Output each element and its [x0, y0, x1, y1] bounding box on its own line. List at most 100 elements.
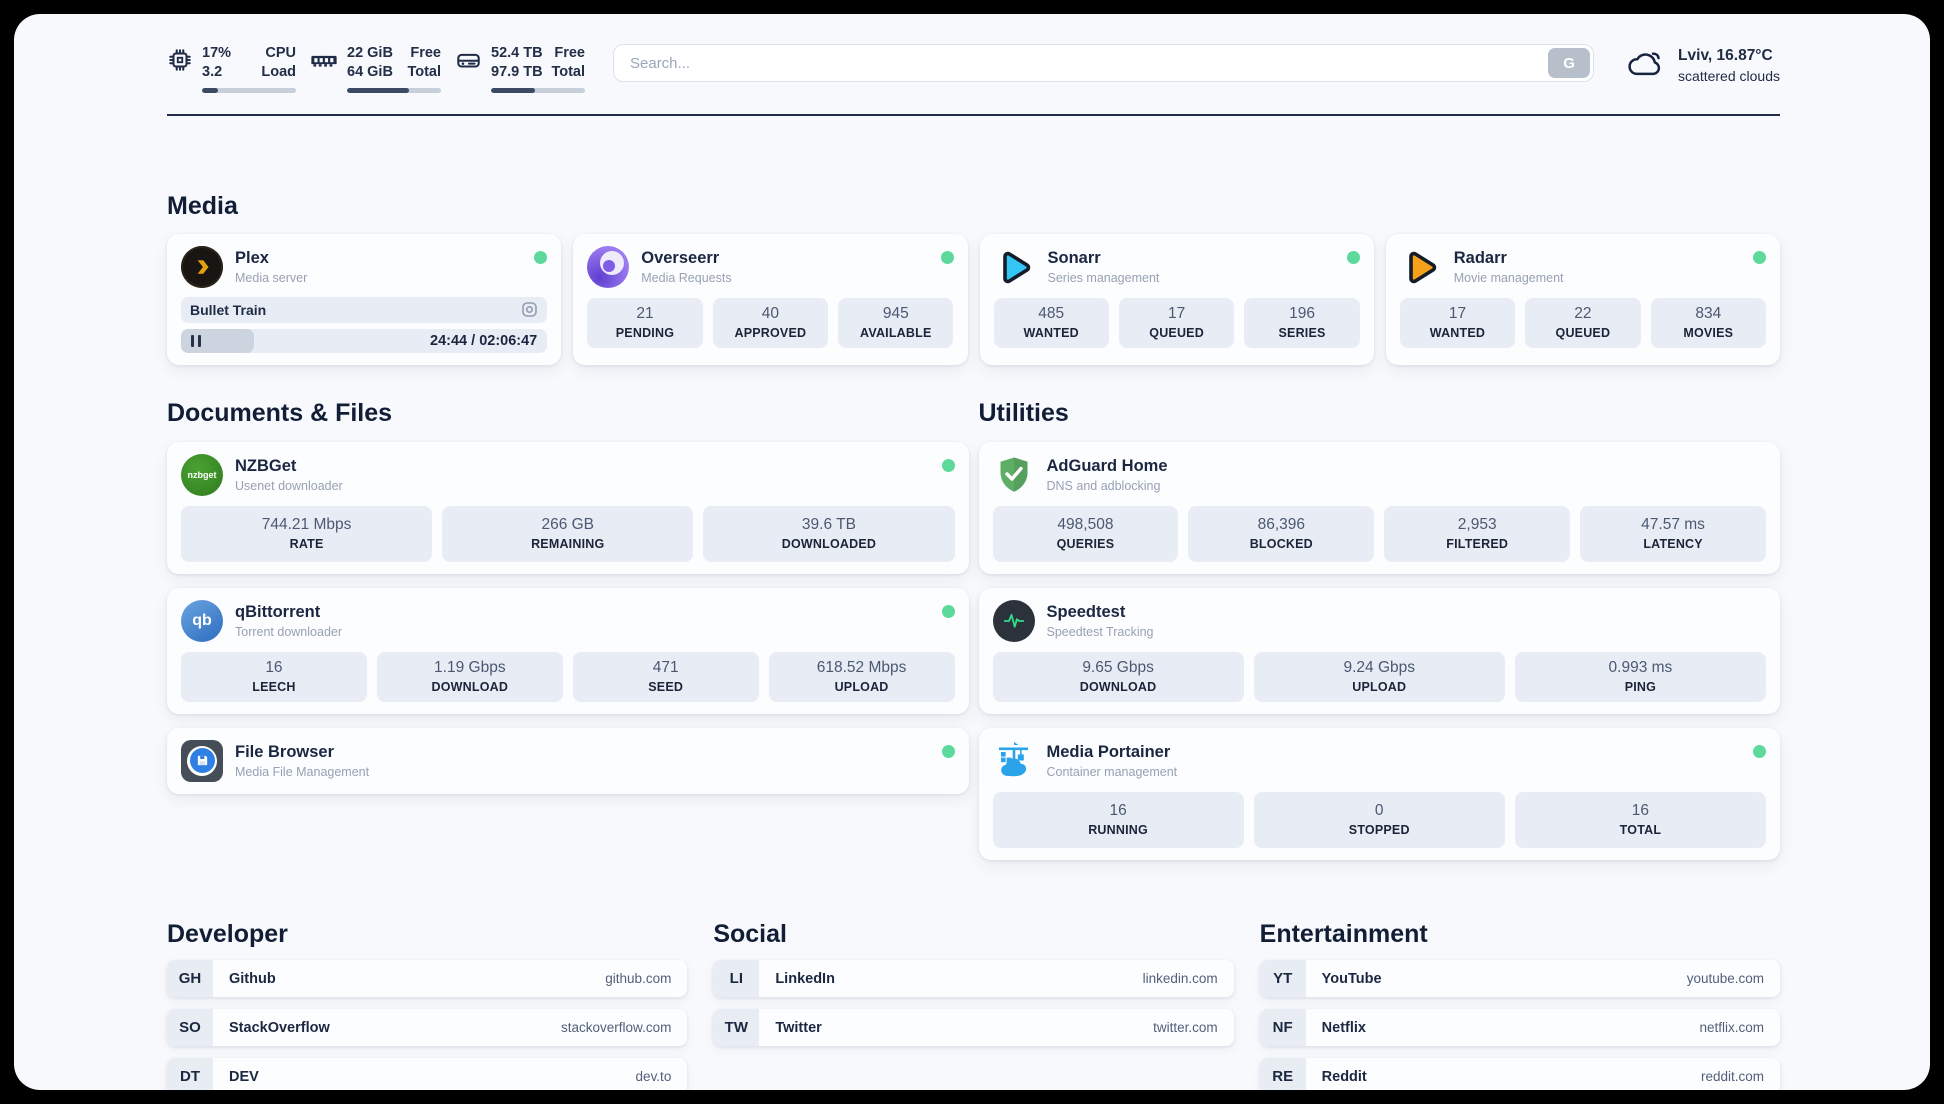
header-divider	[167, 114, 1780, 116]
bookmark-dev[interactable]: DT DEV dev.to	[167, 1058, 688, 1090]
portainer-card[interactable]: Media Portainer Container management 16 R…	[978, 727, 1780, 860]
adguard-card[interactable]: AdGuard Home DNS and adblocking 498,508 Q…	[978, 441, 1780, 574]
bookmark-group-entertainment: Entertainment YT YouTube youtube.com NF …	[1259, 920, 1780, 1090]
cpu-label: CPU	[265, 45, 296, 61]
sonarr-card[interactable]: Sonarr Series management 485 WANTED 17 QUE…	[979, 233, 1374, 365]
app-name: Radarr	[1453, 248, 1507, 267]
bookmark-twitter[interactable]: TW Twitter twitter.com	[713, 1009, 1234, 1047]
app-description: Media File Management	[235, 764, 370, 779]
app-description: Media server	[235, 270, 308, 285]
status-dot	[534, 250, 548, 264]
stat-box: 0.993 ms PING	[1514, 651, 1766, 702]
status-dot	[941, 458, 955, 472]
stat-box: 17 WANTED	[1399, 297, 1516, 348]
nzbget-icon: nzbget	[181, 453, 223, 496]
bookmark-abbr: LI	[713, 960, 760, 998]
app-description: DNS and adblocking	[1046, 478, 1161, 493]
memory-total-value: 64 GiB	[347, 64, 393, 81]
status-dot	[940, 250, 954, 264]
app-name: qBittorrent	[235, 602, 321, 621]
bookmark-name: YouTube	[1321, 970, 1382, 987]
bookmark-name: Twitter	[775, 1019, 822, 1036]
app-description: Movie management	[1453, 270, 1564, 285]
stat-box: 16 TOTAL	[1514, 791, 1766, 848]
bookmark-url: youtube.com	[1686, 971, 1764, 987]
memory-progress-bar	[347, 88, 441, 94]
speedtest-icon	[992, 599, 1035, 642]
app-description: Torrent downloader	[235, 624, 343, 639]
plex-card[interactable]: Plex Media server Bullet Train 24:44 / 0…	[167, 233, 562, 365]
bookmark-netflix[interactable]: NF Netflix netflix.com	[1259, 1009, 1780, 1047]
bookmark-name: StackOverflow	[229, 1019, 330, 1036]
stat-box: 0 STOPPED	[1253, 791, 1505, 848]
stat-box: 196 SERIES	[1244, 297, 1360, 348]
search-engine-button[interactable]: G	[1548, 48, 1591, 78]
qbittorrent-icon: qb	[181, 599, 223, 642]
system-stats: 17% 3.2 CPU Load 22 GiB 64 GiB Free Total	[167, 44, 585, 94]
qbittorrent-card[interactable]: qb qBittorrent Torrent downloader 16 LEEC…	[167, 587, 969, 714]
bookmark-url: stackoverflow.com	[561, 1020, 672, 1036]
filebrowser-icon	[181, 739, 223, 782]
status-dot	[1753, 744, 1766, 758]
section-title-media: Media	[167, 192, 238, 220]
stat-box: 744.21 Mbps RATE	[181, 505, 433, 562]
utilities-column: Utilities AdGuard Home DNS and adblockin…	[978, 399, 1780, 860]
filebrowser-card[interactable]: File Browser Media File Management	[167, 727, 969, 794]
stat-box: 86,396 BLOCKED	[1188, 505, 1375, 562]
screen-icon	[522, 302, 538, 318]
memory-stat-widget: 22 GiB 64 GiB Free Total	[310, 44, 441, 94]
playback-progress-bar[interactable]: 24:44 / 02:06:47	[181, 328, 548, 353]
bookmark-url: github.com	[605, 971, 672, 987]
section-title-social: Social	[713, 919, 787, 948]
bookmark-abbr: TW	[713, 1009, 760, 1047]
radarr-card[interactable]: Radarr Movie management 17 WANTED 22 QUEUE…	[1385, 233, 1780, 365]
weather-widget: Lviv, 16.87°C scattered clouds	[1624, 46, 1780, 86]
stat-box: 498,508 QUERIES	[992, 505, 1179, 562]
bookmark-linkedin[interactable]: LI LinkedIn linkedin.com	[713, 960, 1234, 998]
app-description: Container management	[1046, 764, 1178, 779]
app-name: NZBGet	[235, 456, 297, 475]
overseerr-icon	[587, 245, 630, 288]
stat-box: 17 QUEUED	[1118, 297, 1235, 348]
sonarr-icon	[994, 246, 1036, 288]
bookmark-github[interactable]: GH Github github.com	[167, 960, 688, 998]
stat-box: 2,953 FILTERED	[1384, 505, 1571, 562]
now-playing-bar[interactable]: Bullet Train	[181, 296, 548, 323]
app-name: Overseerr	[641, 248, 720, 267]
stat-box: 16 RUNNING	[992, 791, 1244, 848]
disk-free-label: Free	[554, 45, 585, 61]
app-name: AdGuard Home	[1046, 456, 1168, 475]
section-title-developer: Developer	[167, 919, 288, 948]
stat-box: 21 PENDING	[587, 297, 703, 348]
cpu-icon	[167, 47, 193, 78]
disk-progress-bar	[491, 88, 585, 94]
playback-time: 24:44 / 02:06:47	[430, 332, 538, 349]
stat-box: 22 QUEUED	[1525, 297, 1641, 348]
bookmark-group-developer: Developer GH Github github.com SO StackO…	[167, 919, 688, 1090]
disk-free-value: 52.4 TB	[491, 45, 543, 61]
app-name: Sonarr	[1047, 248, 1101, 267]
app-description: Media Requests	[641, 270, 732, 285]
bookmark-abbr: NF	[1259, 1009, 1306, 1047]
speedtest-card[interactable]: Speedtest Speedtest Tracking 9.65 Gbps DO…	[978, 587, 1780, 714]
app-description: Usenet downloader	[235, 478, 343, 493]
search-input[interactable]	[613, 44, 1595, 82]
status-dot	[1753, 250, 1766, 264]
bookmark-name: Github	[229, 970, 276, 987]
plex-icon	[181, 245, 223, 288]
radarr-icon	[1400, 246, 1442, 288]
disk-stat-widget: 52.4 TB 97.9 TB Free Total	[455, 44, 585, 94]
bookmark-abbr: GH	[167, 960, 213, 998]
bookmark-name: LinkedIn	[775, 970, 835, 987]
stat-box: 485 WANTED	[993, 297, 1109, 348]
bookmark-reddit[interactable]: RE Reddit reddit.com	[1259, 1058, 1780, 1090]
bookmark-abbr: RE	[1259, 1058, 1306, 1090]
nzbget-card[interactable]: nzbget NZBGet Usenet downloader 744.21 M…	[167, 441, 969, 574]
cpu-progress-bar	[202, 88, 296, 94]
cpu-load-value: 3.2	[202, 64, 223, 81]
stat-box: 9.65 Gbps DOWNLOAD	[992, 651, 1244, 702]
bookmark-youtube[interactable]: YT YouTube youtube.com	[1259, 960, 1780, 998]
overseerr-card[interactable]: Overseerr Media Requests 21 PENDING 40 APP…	[573, 233, 968, 365]
app-description: Speedtest Tracking	[1046, 624, 1154, 639]
bookmark-stackoverflow[interactable]: SO StackOverflow stackoverflow.com	[167, 1009, 688, 1047]
